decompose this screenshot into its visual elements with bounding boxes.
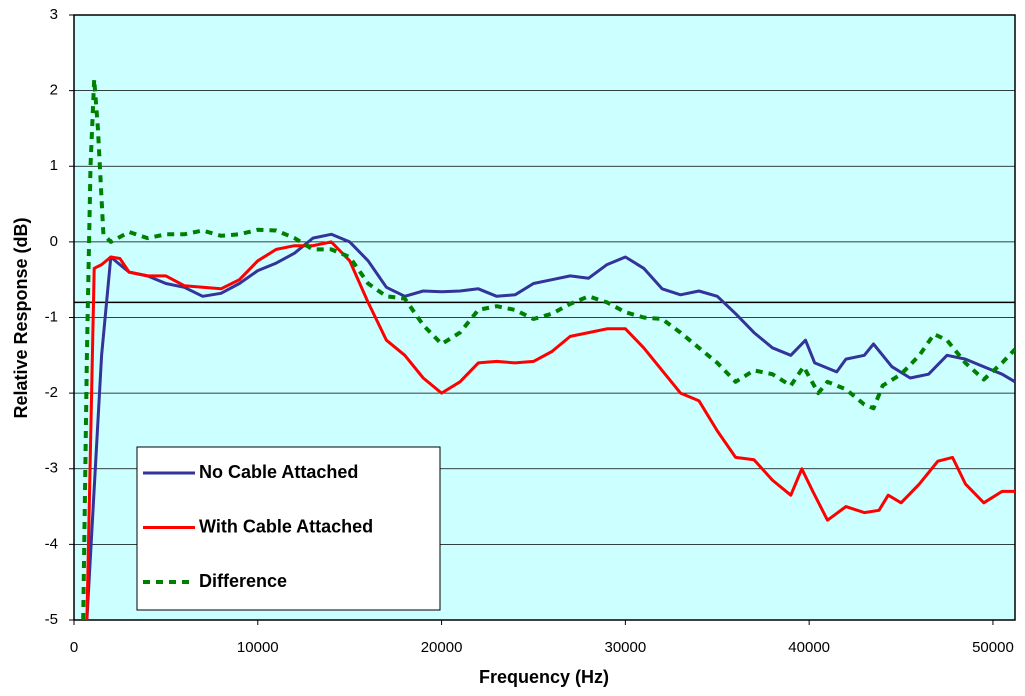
series-line <box>85 240 1015 620</box>
series-line <box>85 232 1015 620</box>
legend: No Cable Attached With Cable Attached Diff… <box>136 446 441 611</box>
legend-label: With Cable Attached <box>199 516 373 536</box>
y-tick-label: -4 <box>45 535 58 552</box>
x-tick-label: 50000 <box>972 639 1014 656</box>
y-tick-label: -1 <box>45 308 58 325</box>
x-axis-title: Frequency (Hz) <box>479 667 609 687</box>
y-tick-label: 0 <box>50 233 58 250</box>
x-tick-label: 30000 <box>605 639 647 656</box>
x-tick-label: 40000 <box>788 639 830 656</box>
axes: -5 -4 -3 -2 -1 0 1 2 3 0 10000 20000 30000 40000 50000 <box>45 6 1014 656</box>
legend-label: No Cable Attached <box>199 462 358 482</box>
y-tick-label: -2 <box>45 384 58 401</box>
y-tick-label: -5 <box>45 611 58 628</box>
x-tick-label: 0 <box>70 639 78 656</box>
lines <box>74 77 1015 620</box>
x-tick-label: 20000 <box>421 639 463 656</box>
y-tick-label: 3 <box>50 6 58 23</box>
legend-label: Difference <box>199 571 287 591</box>
y-tick-label: 1 <box>50 157 58 174</box>
y-axis-title: Relative Response (dB) <box>11 217 31 418</box>
y-tick-label: 2 <box>50 82 58 99</box>
y-tick-label: -3 <box>45 460 58 477</box>
x-tick-label: 10000 <box>237 639 279 656</box>
series-line <box>81 77 1015 620</box>
